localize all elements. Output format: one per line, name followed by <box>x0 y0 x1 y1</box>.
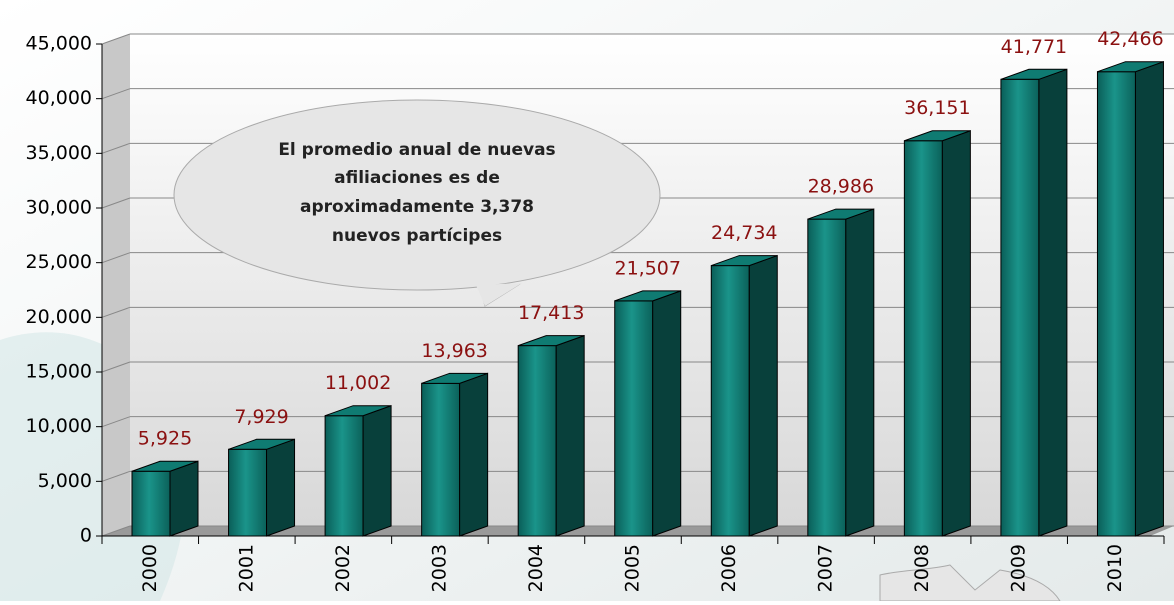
y-tick-label: 0 <box>80 525 92 547</box>
grid-line <box>101 33 131 45</box>
x-tick-label: 2007 <box>815 544 837 592</box>
bar-top <box>807 208 874 220</box>
y-tick-label: 15,000 <box>26 361 92 383</box>
x-tick-label: 2005 <box>622 544 644 592</box>
bar-top <box>228 438 295 450</box>
y-tick-label: 25,000 <box>26 251 92 273</box>
bar-side <box>169 460 199 537</box>
x-tick-label: 2004 <box>525 544 547 592</box>
annotation: aproximadamente 3,378 <box>300 197 534 217</box>
value-label: 7,929 <box>234 406 288 428</box>
y-tick-label: 40,000 <box>26 87 92 109</box>
value-label: 36,151 <box>904 97 970 119</box>
bar <box>131 460 199 537</box>
x-tick-label: 2008 <box>911 544 933 592</box>
value-label: 21,507 <box>614 257 680 279</box>
grid-line <box>101 142 131 154</box>
bar-side <box>845 208 875 537</box>
grid-line <box>101 88 131 100</box>
bar-side <box>362 405 392 537</box>
bar-side <box>1038 68 1068 537</box>
bar <box>228 438 296 537</box>
x-tick-label: 2001 <box>235 544 257 592</box>
bar-side <box>652 290 682 537</box>
bar <box>517 334 585 537</box>
bar-side <box>459 372 489 537</box>
bar <box>421 372 489 537</box>
bar-front <box>1096 71 1136 537</box>
x-tick-label: 2009 <box>1008 544 1030 592</box>
bar-front <box>131 470 171 537</box>
bar-top <box>614 290 681 302</box>
callout <box>173 99 661 291</box>
bar-top <box>131 460 199 472</box>
grid-line <box>101 197 131 209</box>
annotation: afiliaciones es de <box>334 168 500 188</box>
annotation: El promedio anual de nuevas <box>278 140 555 160</box>
bar-top <box>904 130 971 142</box>
y-tick-label: 20,000 <box>26 306 92 328</box>
bar-top <box>421 372 488 384</box>
x-tick-label: 2006 <box>718 544 740 592</box>
grid-line <box>101 252 131 264</box>
bar-top <box>1097 61 1164 73</box>
x-tick-label: 2000 <box>139 544 161 592</box>
bar-front <box>614 300 654 537</box>
value-label: 17,413 <box>518 302 584 324</box>
x-tick-label: 2003 <box>428 544 450 592</box>
grid-line <box>101 470 131 482</box>
y-tick-label: 35,000 <box>26 142 92 164</box>
bar-front <box>807 218 847 537</box>
bar <box>324 405 392 537</box>
grid-line <box>101 416 131 428</box>
grid-line <box>101 306 131 318</box>
bar-side <box>1134 60 1164 537</box>
callout-2 <box>879 564 1061 602</box>
bar-top <box>1000 68 1068 80</box>
grid-line <box>101 525 131 537</box>
bar-side <box>748 254 778 537</box>
bar-front <box>324 415 364 537</box>
y-tick-label: 10,000 <box>26 415 92 437</box>
bar <box>614 290 682 537</box>
side-wall <box>102 34 130 536</box>
bar <box>1000 68 1068 537</box>
bar-top <box>711 255 778 267</box>
bar-front <box>710 265 750 537</box>
value-label: 41,771 <box>1001 36 1067 58</box>
bar-front <box>421 382 461 537</box>
bar <box>1096 60 1164 537</box>
value-label: 42,466 <box>1097 28 1163 50</box>
value-label: 28,986 <box>808 176 874 198</box>
bar-front <box>1000 78 1040 537</box>
bar-front <box>228 448 268 537</box>
x-tick-label: 2010 <box>1104 544 1126 592</box>
bar <box>903 130 971 537</box>
bar-side <box>266 438 296 537</box>
bar-side <box>941 130 971 537</box>
bar-top <box>324 405 392 417</box>
bar-front <box>903 140 943 537</box>
y-tick-label: 45,000 <box>26 33 92 55</box>
grid-line <box>101 361 131 373</box>
value-label: 13,963 <box>421 340 487 362</box>
x-tick-label: 2002 <box>332 544 354 592</box>
callout-joint <box>476 283 522 306</box>
value-label: 5,925 <box>138 428 192 450</box>
y-tick-label: 5,000 <box>38 470 92 492</box>
y-tick-label: 30,000 <box>26 197 92 219</box>
annotation: nuevos partícipes <box>332 226 502 246</box>
bar <box>807 208 875 537</box>
bar-front <box>517 345 557 537</box>
value-label: 24,734 <box>711 222 777 244</box>
bar-top <box>518 335 585 347</box>
bar-side <box>555 334 585 537</box>
bar <box>710 254 778 537</box>
value-label: 11,002 <box>325 372 391 394</box>
